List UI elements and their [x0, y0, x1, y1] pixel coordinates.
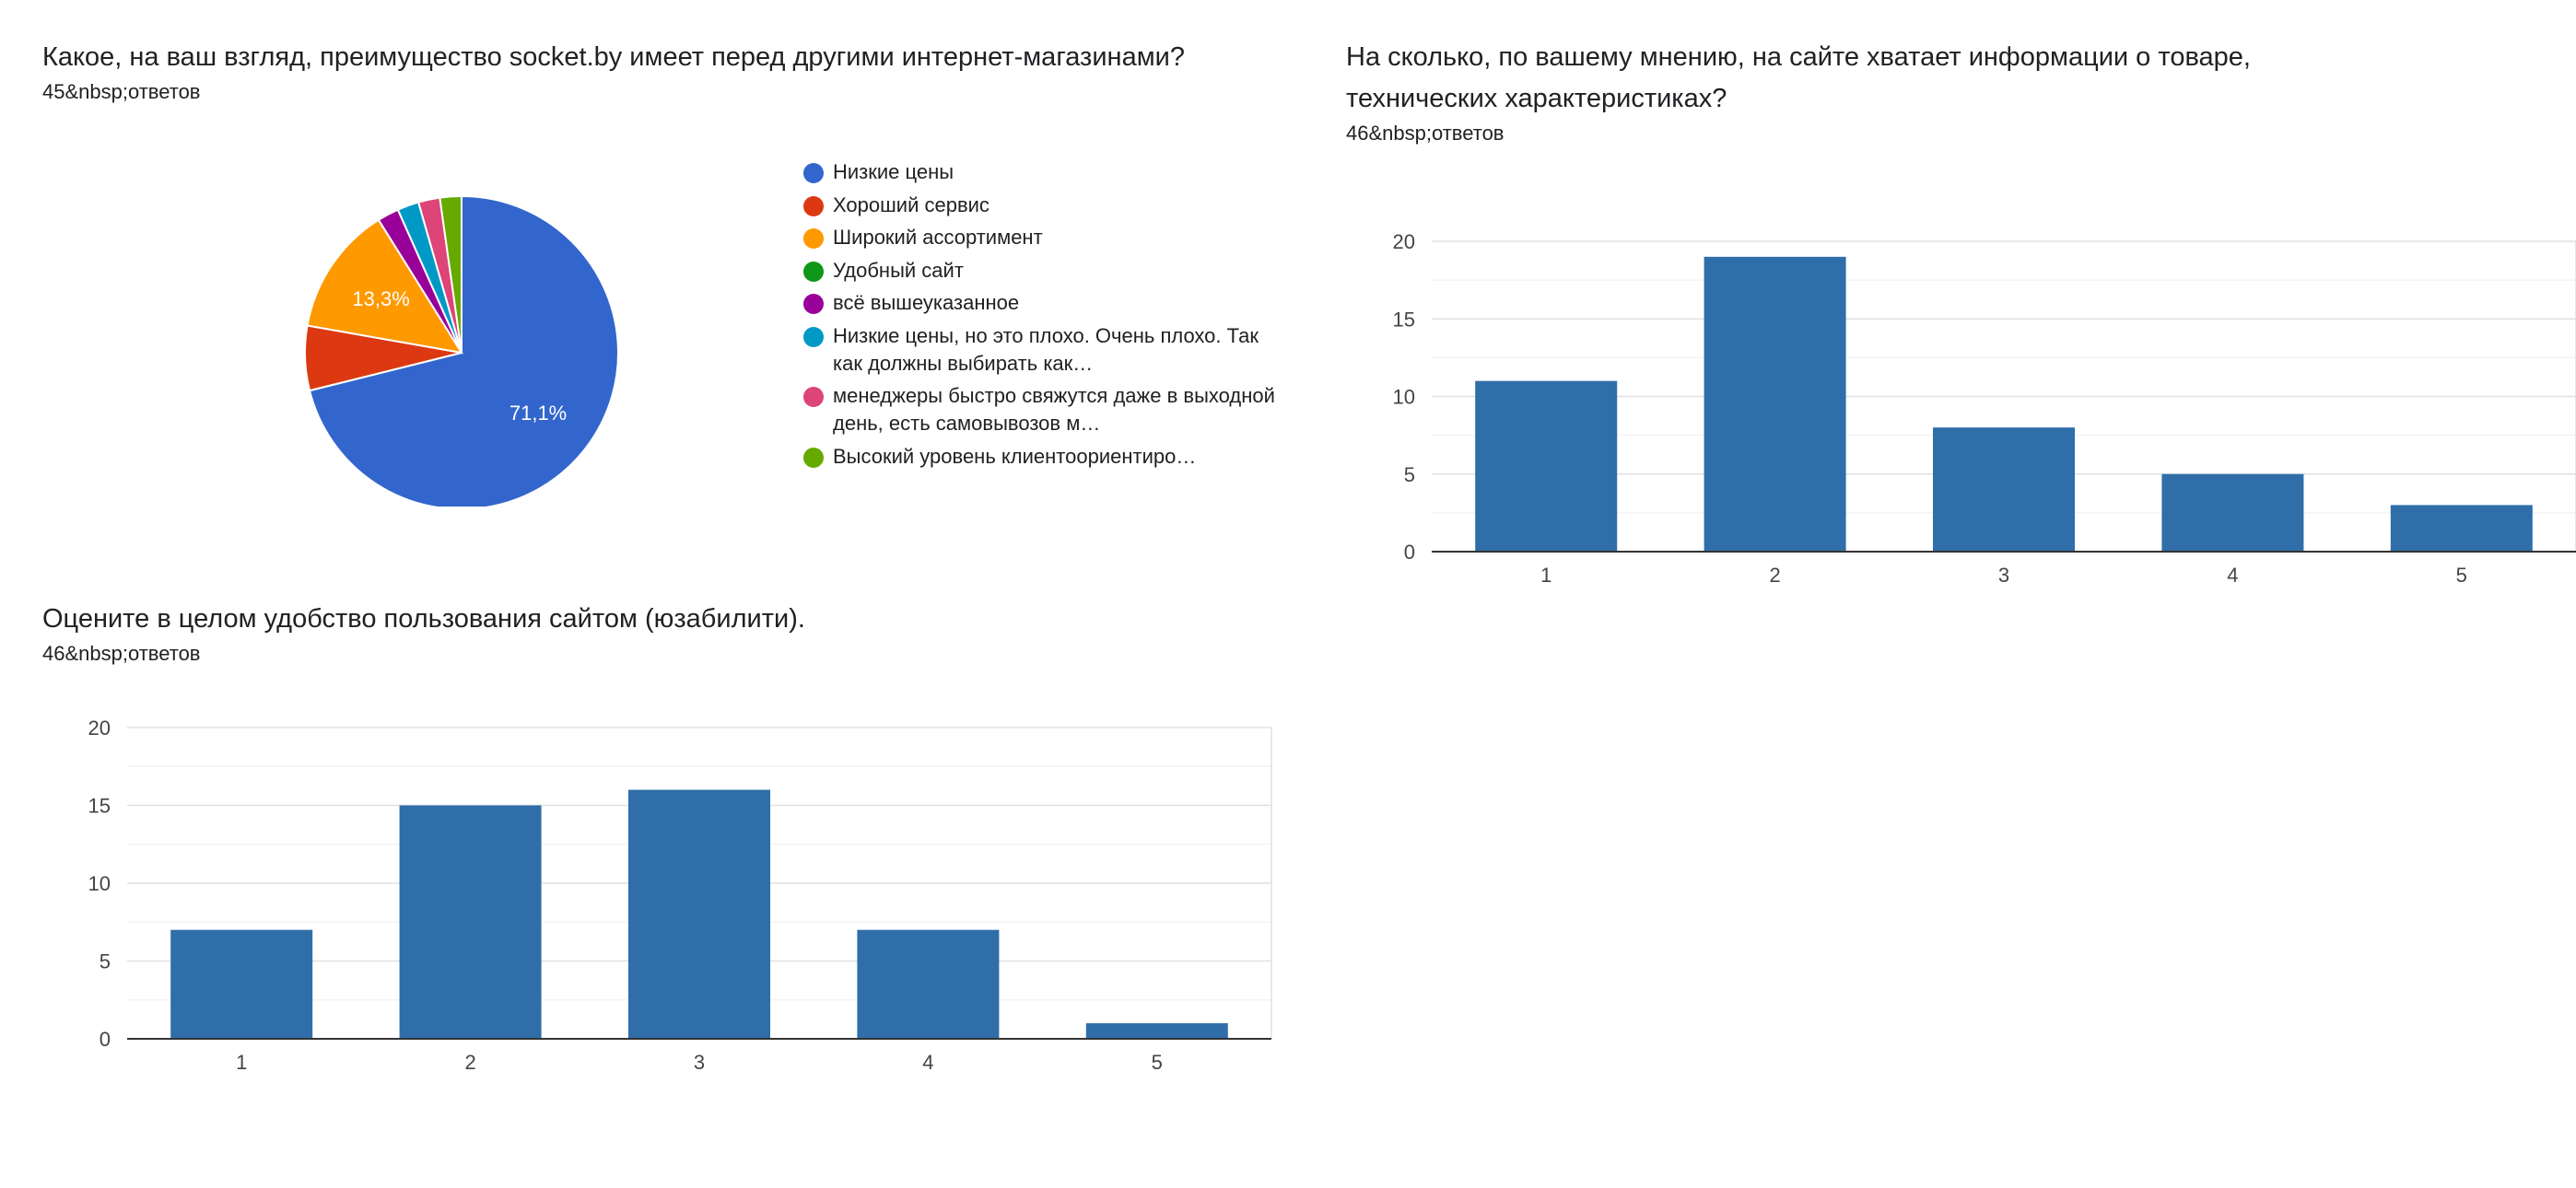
y-tick-label: 10: [1393, 386, 1415, 409]
legend-item[interactable]: Удобный сайт: [803, 257, 1282, 285]
legend-label: Широкий ассортимент: [833, 226, 1043, 249]
legend-item[interactable]: Широкий ассортимент: [803, 224, 1282, 251]
y-tick-label: 20: [1393, 230, 1415, 253]
legend-label: Низкие цены: [833, 160, 954, 183]
x-tick-label: 1: [236, 1051, 247, 1074]
legend-label: Низкие цены, но это плохо. Очень плохо. …: [833, 323, 1259, 375]
legend-color-icon: [803, 447, 824, 468]
chart-card-usability: Оцените в целом удобство пользования сай…: [42, 599, 1295, 1114]
legend-item[interactable]: всё вышеуказанное: [803, 289, 1282, 317]
x-tick-label: 1: [1540, 564, 1551, 587]
legend-label: Удобный сайт: [833, 258, 964, 282]
y-tick-label: 15: [88, 795, 111, 818]
y-tick-label: 0: [1404, 541, 1415, 564]
legend-color-icon: [803, 195, 824, 216]
legend-item[interactable]: Хороший сервис: [803, 192, 1282, 219]
legend-item[interactable]: Низкие цены, но это плохо. Очень плохо. …: [803, 322, 1282, 378]
bar[interactable]: [1085, 1023, 1228, 1039]
pie-slice[interactable]: [308, 194, 619, 507]
legend-item[interactable]: менеджеры быстро свяжутся даже в выходно…: [803, 382, 1282, 437]
y-tick-label: 5: [100, 950, 111, 973]
y-tick-label: 10: [88, 872, 111, 895]
bar[interactable]: [857, 929, 1000, 1039]
y-tick-label: 0: [100, 1028, 111, 1051]
chart-title: Оцените в целом удобство пользования сай…: [42, 604, 805, 634]
legend-color-icon: [803, 261, 824, 282]
legend-item[interactable]: Низкие цены: [803, 158, 1282, 186]
y-tick-label: 20: [88, 716, 111, 740]
response-count: 46&nbsp;ответов: [1346, 122, 1505, 145]
x-tick-label: 5: [2456, 564, 2467, 587]
pie-chart: 71,1% 13,3%: [304, 194, 619, 507]
bar[interactable]: [1704, 256, 1846, 552]
chart-title: Какое, на ваш взгляд, преимущество socke…: [42, 42, 1185, 72]
pie-slice[interactable]: [439, 194, 463, 354]
bar[interactable]: [170, 929, 313, 1039]
pie-slice-label: 13,3%: [352, 287, 409, 310]
x-tick-label: 4: [2227, 564, 2238, 587]
bar-chart: 0 5 10 15 20 1 2 3 4 5: [1393, 230, 2576, 587]
legend-color-icon: [803, 228, 824, 249]
x-tick-label: 3: [1998, 564, 2009, 587]
x-tick-label: 4: [922, 1051, 933, 1074]
y-tick-label: 15: [1393, 308, 1415, 331]
chart-card-product-info: На сколько, по вашему мнению, на сайте х…: [1346, 37, 2576, 589]
chart-title: На сколько, по вашему мнению, на сайте х…: [1346, 42, 2251, 113]
chart-card-advantage: Какое, на ваш взгляд, преимущество socke…: [42, 37, 1295, 507]
pie-slice-label: 71,1%: [509, 402, 567, 425]
legend-label: Высокий уровень клиентоориентиро…: [833, 444, 1197, 468]
bar[interactable]: [627, 789, 771, 1039]
pie-legend: Низкие цены Хороший сервис Широкий ассорти…: [803, 158, 1282, 475]
legend-color-icon: [803, 326, 824, 347]
pie-slice[interactable]: [306, 218, 464, 355]
legend-label: менеджеры быстро свяжутся даже в выходно…: [833, 384, 1275, 435]
response-count: 46&nbsp;ответов: [42, 642, 201, 665]
bar-chart: 0 5 10 15 20 1 2 3 4 5: [88, 716, 1272, 1074]
x-tick-label: 3: [694, 1051, 705, 1074]
legend-label: Хороший сервис: [833, 192, 989, 216]
legend-color-icon: [803, 294, 824, 314]
response-count: 45&nbsp;ответов: [42, 80, 201, 103]
legend-color-icon: [803, 163, 824, 183]
x-tick-label: 2: [464, 1051, 475, 1074]
bar[interactable]: [1932, 427, 2076, 552]
x-tick-label: 5: [1152, 1051, 1163, 1074]
x-tick-label: 2: [1769, 564, 1780, 587]
bar[interactable]: [2390, 505, 2533, 552]
legend-item[interactable]: Высокий уровень клиентоориентиро…: [803, 443, 1282, 471]
bar[interactable]: [1475, 380, 1618, 552]
legend-color-icon: [803, 387, 824, 407]
legend-label: всё вышеуказанное: [833, 291, 1020, 314]
bar[interactable]: [2161, 473, 2304, 552]
bar[interactable]: [399, 805, 542, 1040]
y-tick-label: 5: [1404, 463, 1415, 486]
